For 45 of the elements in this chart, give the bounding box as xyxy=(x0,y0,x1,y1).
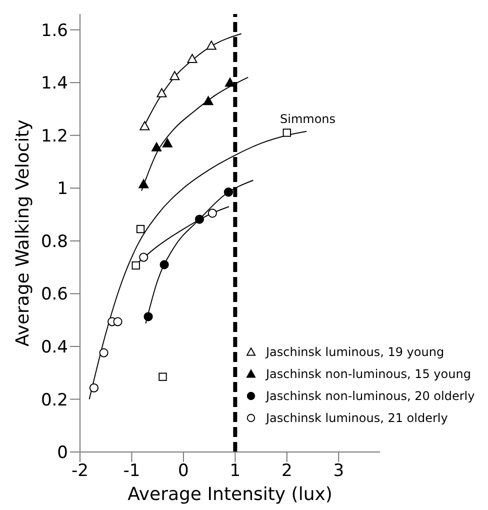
x-tick-label: -2 xyxy=(72,461,88,482)
y-tick-label: 0.8 xyxy=(40,232,68,252)
point xyxy=(136,224,145,234)
point xyxy=(138,179,149,188)
point xyxy=(208,208,217,218)
point xyxy=(99,348,108,358)
point xyxy=(144,312,153,322)
point xyxy=(89,383,99,392)
y-axis-title: Average Walking Velocity xyxy=(12,119,34,346)
point xyxy=(225,78,235,87)
point xyxy=(113,317,122,326)
x-tick-label: 2 xyxy=(281,461,292,482)
legend-label: Jaschinsk luminous, 21 olderly xyxy=(266,411,448,425)
point xyxy=(158,372,167,381)
y-tick-label: 1.2 xyxy=(40,126,68,146)
x-tick-label: 3 xyxy=(333,461,344,482)
point xyxy=(139,252,148,262)
y-tick-label: 0 xyxy=(57,443,68,464)
point xyxy=(152,142,162,152)
point xyxy=(170,71,180,80)
x-tick-label: 0 xyxy=(178,461,189,482)
point xyxy=(156,88,167,98)
x-tick-label: 1 xyxy=(230,461,241,482)
y-tick-label: 1 xyxy=(57,179,68,200)
legend-label: Jaschinsk non-luminous, 15 young xyxy=(266,367,471,381)
legend-label: Jaschinsk non-luminous, 20 olderly xyxy=(266,389,475,403)
point xyxy=(162,138,172,148)
legend-label: Jaschinsk luminous, 19 young xyxy=(266,345,444,359)
point xyxy=(206,40,216,50)
point xyxy=(187,54,198,63)
y-tick-label: 1.6 xyxy=(40,20,68,41)
y-tick-label: 0.2 xyxy=(40,390,68,410)
point xyxy=(140,121,150,130)
point xyxy=(132,261,140,270)
point xyxy=(203,96,214,106)
y-tick-label: 1.4 xyxy=(40,74,68,94)
annotation: Simmons xyxy=(280,112,336,126)
point xyxy=(282,128,291,137)
point xyxy=(224,188,233,197)
point xyxy=(194,214,204,224)
x-tick-label: -1 xyxy=(123,461,140,482)
point xyxy=(160,260,169,270)
x-axis-title: Average Intensity (lux) xyxy=(128,484,332,505)
y-tick-label: 0.4 xyxy=(40,337,68,358)
y-tick-label: 0.6 xyxy=(40,284,68,305)
